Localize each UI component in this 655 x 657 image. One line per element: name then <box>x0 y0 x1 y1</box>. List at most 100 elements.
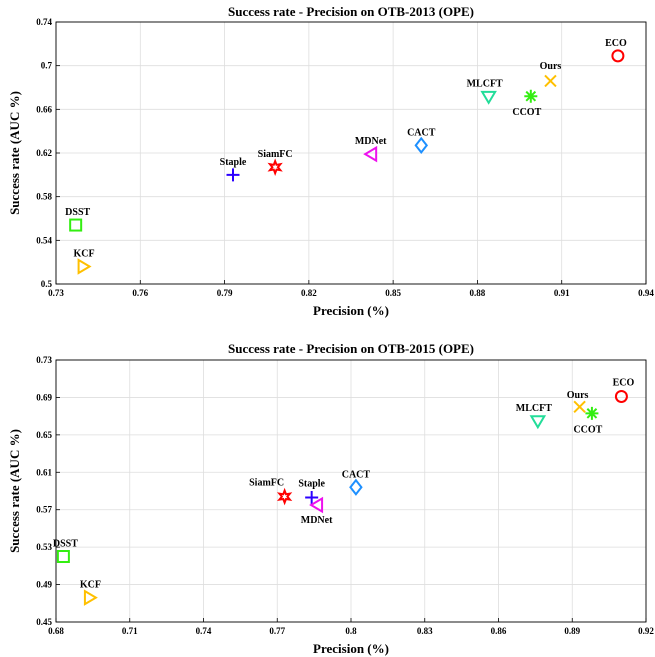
point-label: MDNet <box>355 136 387 147</box>
plus-marker <box>226 168 240 182</box>
diamond-marker <box>349 478 363 496</box>
point-kcf: KCF <box>80 580 101 606</box>
point-eco: ECO <box>613 377 635 403</box>
chart-title: Success rate - Precision on OTB-2015 (OP… <box>228 341 474 356</box>
plot-area <box>55 21 647 285</box>
y-tick-label: 0.66 <box>36 104 52 114</box>
point-label: SiamFC <box>258 149 293 160</box>
point-label: MLCFT <box>516 403 552 414</box>
point-mdnet: MDNet <box>301 496 333 526</box>
point-label: Ours <box>567 390 589 401</box>
triangle-right-marker <box>77 258 92 275</box>
circle-marker <box>614 389 628 403</box>
x-marker <box>544 74 557 88</box>
y-axis-label: Success rate (AUC %) <box>7 429 22 553</box>
point-mlcft: MLCFT <box>467 78 503 105</box>
y-tick-label: 0.61 <box>36 467 52 477</box>
triangle-left-marker <box>363 145 378 163</box>
chart-1: 0.68 0.71 0.74 0.77 0.8 0.83 0.86 0.89 0.92 0.45 0… <box>7 341 654 656</box>
point-label: DSST <box>65 207 90 218</box>
point-label: DSST <box>53 539 78 550</box>
point-cact: CACT <box>342 469 371 496</box>
point-kcf: KCF <box>74 249 95 275</box>
x-tick-label: 0.73 <box>48 288 64 298</box>
x-tick-label: 0.8 <box>345 626 357 636</box>
asterisk-marker <box>585 406 599 420</box>
y-tick-label: 0.62 <box>36 148 52 158</box>
point-label: ECO <box>605 38 627 49</box>
point-label: Staple <box>298 479 325 490</box>
y-tick-label: 0.65 <box>36 430 52 440</box>
x-marker <box>573 400 586 413</box>
y-tick-label: 0.74 <box>36 17 52 27</box>
square-marker <box>56 550 70 563</box>
point-label: Ours <box>540 61 562 72</box>
y-tick-label: 0.5 <box>41 279 53 289</box>
point-ours: Ours <box>540 61 562 88</box>
point-ccot: CCOT <box>512 89 542 118</box>
point-label: KCF <box>74 249 95 260</box>
asterisk-marker <box>524 89 538 103</box>
point-dsst: DSST <box>53 539 78 563</box>
point-ours: Ours <box>567 390 589 413</box>
x-tick-label: 0.76 <box>132 288 148 298</box>
y-tick-label: 0.73 <box>36 355 52 365</box>
x-tick-label: 0.89 <box>564 626 580 636</box>
x-tick-label: 0.86 <box>491 626 507 636</box>
triangle-down-marker <box>480 90 497 105</box>
plot-area <box>55 359 647 623</box>
y-tick-label: 0.45 <box>36 617 52 627</box>
point-staple: Staple <box>298 479 326 505</box>
x-tick-label: 0.68 <box>48 626 64 636</box>
point-label: SiamFC <box>249 478 284 489</box>
point-label: CCOT <box>573 424 602 435</box>
point-dsst: DSST <box>65 207 91 232</box>
y-tick-label: 0.49 <box>36 580 52 590</box>
triangle-down-marker <box>529 415 547 430</box>
x-tick-label: 0.88 <box>470 288 486 298</box>
point-ccot: CCOT <box>573 406 603 435</box>
x-tick-label: 0.82 <box>301 288 317 298</box>
point-label: MLCFT <box>467 78 503 89</box>
x-tick-label: 0.85 <box>385 288 401 298</box>
plus-marker <box>305 491 319 505</box>
x-tick-label: 0.91 <box>554 288 570 298</box>
hexagram-marker <box>276 487 293 506</box>
point-label: CACT <box>407 127 436 138</box>
y-tick-label: 0.54 <box>36 235 52 245</box>
point-label: ECO <box>613 377 635 388</box>
y-tick-label: 0.58 <box>36 192 52 202</box>
chart-title: Success rate - Precision on OTB-2013 (OP… <box>228 4 474 19</box>
square-marker <box>69 218 83 232</box>
point-cact: CACT <box>407 127 436 154</box>
x-tick-label: 0.79 <box>217 288 233 298</box>
triangle-left-marker <box>309 496 324 514</box>
point-label: KCF <box>80 580 101 591</box>
point-siamfc: SiamFC <box>249 478 293 506</box>
point-label: CCOT <box>512 107 541 118</box>
y-tick-label: 0.57 <box>36 505 52 515</box>
y-tick-label: 0.7 <box>41 61 53 71</box>
point-label: MDNet <box>301 515 333 526</box>
x-tick-label: 0.74 <box>196 626 212 636</box>
circle-marker <box>611 49 625 63</box>
point-staple: Staple <box>220 157 247 182</box>
point-siamfc: SiamFC <box>258 149 293 177</box>
x-axis-label: Precision (%) <box>313 303 389 318</box>
hexagram-marker <box>267 158 283 177</box>
y-tick-label: 0.53 <box>36 542 52 552</box>
point-eco: ECO <box>605 38 627 63</box>
point-label: Staple <box>220 157 247 168</box>
point-mlcft: MLCFT <box>516 403 552 430</box>
y-axis-label: Success rate (AUC %) <box>7 91 22 215</box>
x-tick-label: 0.71 <box>122 626 138 636</box>
y-tick-label: 0.69 <box>36 392 52 402</box>
x-tick-label: 0.83 <box>417 626 433 636</box>
x-tick-label: 0.94 <box>638 288 654 298</box>
x-tick-label: 0.77 <box>269 626 285 636</box>
point-label: CACT <box>342 469 371 480</box>
chart-0: 0.73 0.76 0.79 0.82 0.85 0.88 0.91 0.94 0.5 0.54 0… <box>7 4 654 318</box>
x-tick-label: 0.92 <box>638 626 654 636</box>
x-axis-label: Precision (%) <box>313 641 389 656</box>
